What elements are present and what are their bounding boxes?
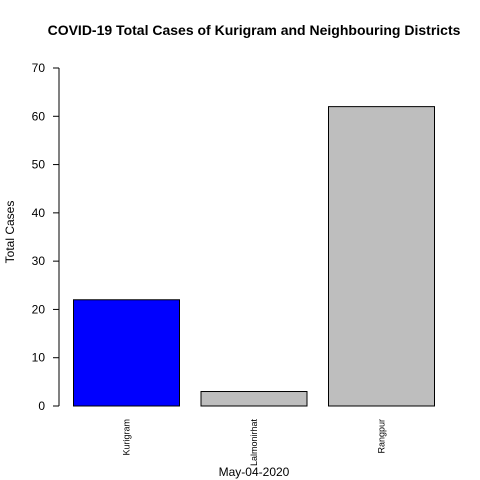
y-tick-label: 50 (32, 158, 46, 172)
y-tick-label: 10 (32, 351, 46, 365)
y-tick-label: 0 (38, 399, 45, 413)
y-tick-label: 20 (32, 302, 46, 316)
category-label: Lalmonirhat (249, 419, 259, 467)
category-label: Rangpur (377, 419, 387, 454)
bars (73, 106, 435, 407)
bar-lalmonirhat (200, 391, 308, 407)
y-tick-label: 30 (32, 254, 46, 268)
bar-kurigram (73, 299, 180, 407)
x-axis-label: May-04-2020 (219, 465, 290, 479)
category-labels: Kurigram Lalmonirhat Rangpur (122, 419, 387, 467)
y-axis-label: Total Cases (3, 201, 17, 264)
y-axis: 0 10 20 30 40 50 60 70 (32, 61, 60, 413)
bar-rangpur (328, 106, 435, 407)
y-tick-label: 40 (32, 206, 46, 220)
y-tick-label: 70 (32, 61, 46, 75)
chart-title: COVID-19 Total Cases of Kurigram and Nei… (48, 22, 461, 38)
category-label: Kurigram (122, 419, 132, 456)
y-tick-label: 60 (32, 109, 46, 123)
